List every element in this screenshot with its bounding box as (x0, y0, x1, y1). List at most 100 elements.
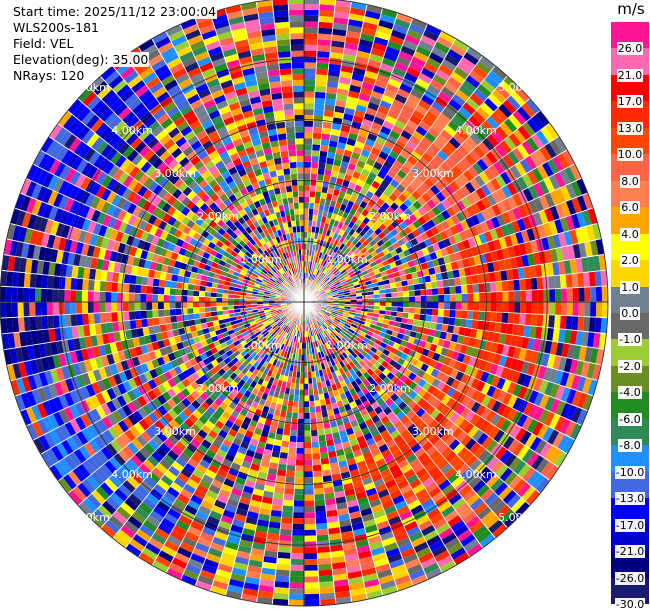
range-gate (462, 302, 468, 310)
range-gate (316, 529, 328, 536)
range-gate (284, 488, 294, 495)
range-gate (473, 302, 479, 311)
range-gate (304, 238, 307, 244)
range-gate (228, 302, 234, 306)
range-gate (293, 512, 304, 518)
range-gate (525, 278, 532, 290)
range-gate (293, 524, 304, 530)
range-gate (290, 436, 297, 442)
range-gate (566, 316, 573, 330)
range-gate (296, 460, 304, 466)
range-gate (65, 277, 72, 289)
range-gate (537, 277, 544, 289)
range-gate (427, 295, 433, 301)
range-gate (278, 552, 291, 559)
range-gate (35, 316, 42, 330)
range-gate (596, 286, 602, 301)
range-gate (24, 317, 31, 331)
range-gate (292, 536, 304, 542)
range-gate (281, 523, 293, 530)
range-gate (596, 302, 602, 317)
range-gate (106, 313, 113, 323)
range-gate (111, 292, 117, 302)
range-gate (502, 312, 509, 323)
range-gate (304, 524, 315, 530)
range-gate (158, 310, 164, 318)
range-gate (572, 316, 579, 330)
range-gate (589, 271, 596, 286)
range-gate (318, 564, 332, 571)
range-gate (41, 275, 48, 288)
range-gate (292, 530, 304, 536)
range-gate (304, 27, 318, 33)
range-gate (216, 293, 222, 298)
range-gate (135, 276, 142, 285)
range-gate (397, 307, 403, 312)
range-gate (311, 430, 318, 436)
range-gate (287, 459, 296, 465)
range-gate (444, 287, 450, 295)
range-gate (460, 318, 467, 327)
range-gate (560, 315, 567, 328)
range-gate (199, 297, 205, 302)
range-gate (164, 288, 170, 295)
range-gate (18, 303, 24, 317)
range-gate (100, 313, 107, 324)
range-gate (473, 284, 480, 293)
range-gate (589, 317, 596, 332)
range-gate (380, 302, 386, 306)
range-gate (318, 552, 331, 559)
range-gate (53, 303, 59, 316)
range-gate (304, 162, 311, 168)
range-gate (146, 294, 152, 302)
range-gate (403, 296, 409, 301)
range-gate (0, 303, 6, 318)
range-gate (304, 68, 316, 74)
range-gate (316, 74, 328, 81)
range-gate (313, 459, 322, 465)
range-gate (35, 288, 41, 302)
range-gate (403, 302, 409, 307)
range-gate (153, 318, 160, 326)
range-gate (319, 10, 334, 17)
range-gate (41, 289, 47, 302)
range-gate (444, 309, 450, 317)
range-gate (76, 314, 83, 326)
range-gate (135, 319, 142, 328)
range-gate (318, 435, 326, 442)
range-gate (159, 279, 166, 287)
range-gate (290, 430, 297, 436)
range-gate (368, 302, 374, 306)
range-gate (88, 291, 94, 302)
range-gate (315, 192, 321, 198)
range-gate (304, 168, 311, 174)
range-gate (304, 97, 314, 103)
range-gate (299, 401, 304, 407)
range-gate (577, 273, 584, 287)
range-gate (147, 318, 154, 326)
range-gate (397, 297, 403, 302)
range-gate (41, 316, 48, 329)
range-gate (312, 447, 320, 453)
range-gate (82, 314, 89, 325)
range-gate (374, 298, 380, 302)
range-gate (246, 299, 252, 302)
range-gate (0, 287, 6, 302)
range-gate (319, 441, 327, 448)
range-gate (584, 287, 590, 301)
range-gate (443, 317, 450, 325)
range-gate (319, 157, 327, 164)
range-gate (164, 316, 171, 324)
range-gate (409, 302, 415, 308)
range-gate (164, 295, 170, 302)
range-gate (30, 317, 37, 331)
range-gate (286, 412, 292, 419)
range-gate (199, 291, 205, 297)
range-gate (314, 98, 325, 105)
range-gate (319, 575, 333, 582)
range-gate (491, 302, 497, 312)
range-gate (490, 312, 497, 322)
range-gate (304, 460, 312, 466)
range-gate (313, 121, 322, 128)
